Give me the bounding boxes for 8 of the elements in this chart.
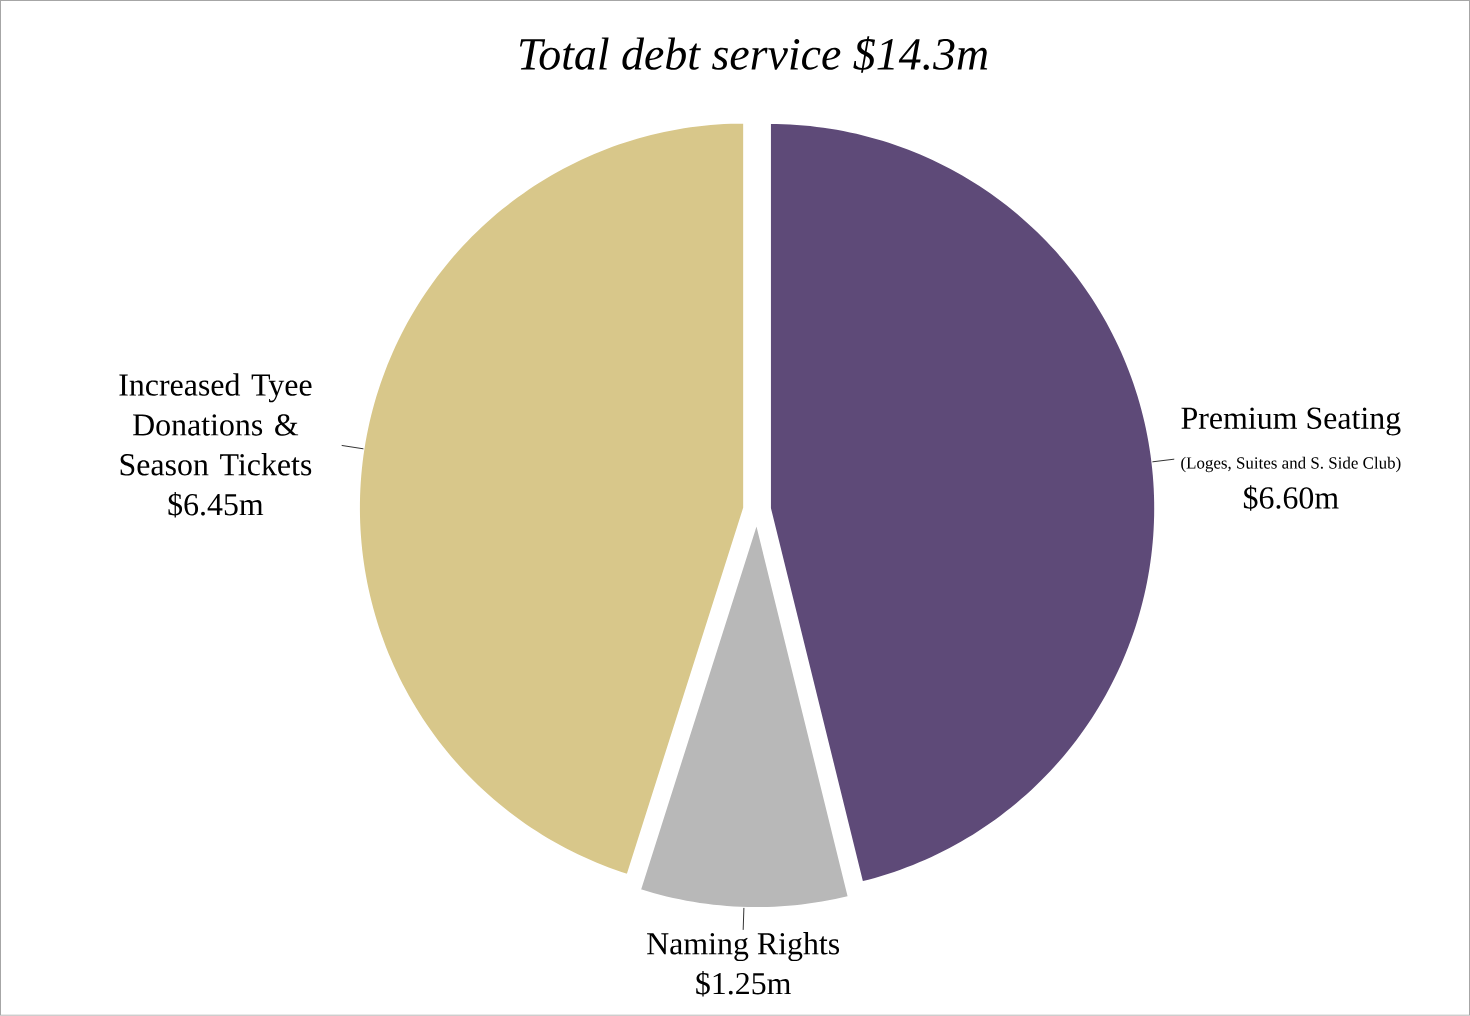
text: (Loges, Suites and S. Side Club) <box>1181 456 1401 473</box>
data-label: $6.45m <box>168 492 264 518</box>
data-label: $1.25m <box>696 971 791 997</box>
slice-label: Premium Seating <box>1181 407 1401 436</box>
slice-label: Naming Rights <box>647 932 840 962</box>
data-label: $6.60m <box>1243 485 1339 511</box>
slice-label: Increased Tyee Donations & Season Tickets <box>119 373 312 476</box>
chart-title: Total debt service $14.3m <box>519 36 988 74</box>
